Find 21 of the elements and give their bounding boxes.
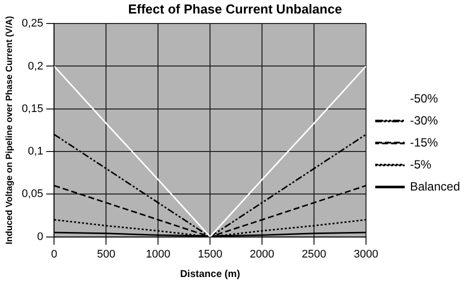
legend-label: -15% — [410, 135, 438, 150]
y-tick-label: 0,25 — [22, 18, 44, 30]
legend-label: Balanced — [410, 179, 460, 194]
x-tick-label: 2000 — [250, 248, 274, 260]
legend-label: -5% — [410, 157, 432, 172]
y-tick-label: 0 — [37, 230, 44, 243]
y-tick-label: 0,15 — [22, 102, 44, 115]
x-axis-title: Distance (m) — [180, 268, 240, 280]
y-tick-label: 0,1 — [28, 146, 44, 158]
text: -50% — [410, 91, 438, 106]
x-tick-label: 500 — [96, 248, 116, 260]
x-tick-label: 2500 — [302, 248, 326, 260]
y-axis-title: Induced Voltage on Pipeline over Phase Current (V/A) — [4, 16, 14, 244]
x-tick-label: 3000 — [354, 248, 378, 260]
x-tick-label: 1500 — [198, 248, 222, 260]
x-tick-label: 0 — [51, 248, 58, 260]
chart-title: Effect of Phase Current Unbalance — [128, 1, 342, 16]
y-tick-label: 0,2 — [28, 60, 44, 72]
y-tick-label: 0,05 — [22, 188, 44, 200]
x-tick-label: 1000 — [146, 248, 170, 260]
legend-label: -30% — [410, 113, 438, 128]
